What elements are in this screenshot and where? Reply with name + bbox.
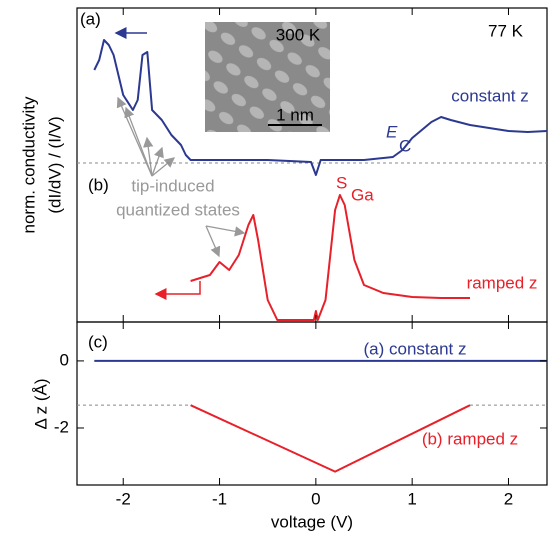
- inset-label: 300 K: [276, 25, 321, 44]
- panel-label: (b): [88, 175, 109, 194]
- y-axis-label: norm. conductivity: [19, 96, 38, 233]
- x-tick-label: -2: [116, 489, 131, 508]
- data-line: [190, 194, 470, 321]
- temperature: 77 K: [488, 21, 524, 40]
- data-line: [190, 404, 471, 473]
- panel-frame: [76, 321, 548, 486]
- x-tick-label: 0: [311, 489, 320, 508]
- y-axis-label: (dI/dV) / (I/V): [45, 116, 64, 213]
- stm-inset: [205, 22, 330, 132]
- y-tick-label: -2: [54, 417, 69, 436]
- data-line: [93, 39, 548, 176]
- legend-label: constant z: [451, 86, 529, 105]
- panel-label: (a): [80, 9, 101, 28]
- axis-arrow: [154, 281, 201, 300]
- legend-label: (a) constant z: [364, 339, 467, 358]
- panel-label: (c): [88, 332, 108, 351]
- x-axis-label: voltage (V): [271, 512, 353, 531]
- legend-label: ramped z: [467, 273, 538, 292]
- state-arrows: [116, 96, 246, 258]
- x-tick-label: 1: [407, 489, 416, 508]
- ec-label: E: [386, 122, 398, 141]
- states-label: tip-induced: [131, 176, 214, 195]
- x-tick-label: 2: [504, 489, 513, 508]
- x-tick-label: -1: [212, 489, 227, 508]
- scale-label: 1 nm: [276, 105, 314, 124]
- sga-sub: Ga: [351, 185, 374, 204]
- states-label: quantized states: [116, 200, 240, 219]
- sga-label: S: [336, 173, 347, 192]
- y-axis-label: Δ z (Å): [31, 378, 50, 429]
- legend-label: (b) ramped z: [422, 429, 518, 448]
- y-tick-label: 0: [60, 350, 69, 369]
